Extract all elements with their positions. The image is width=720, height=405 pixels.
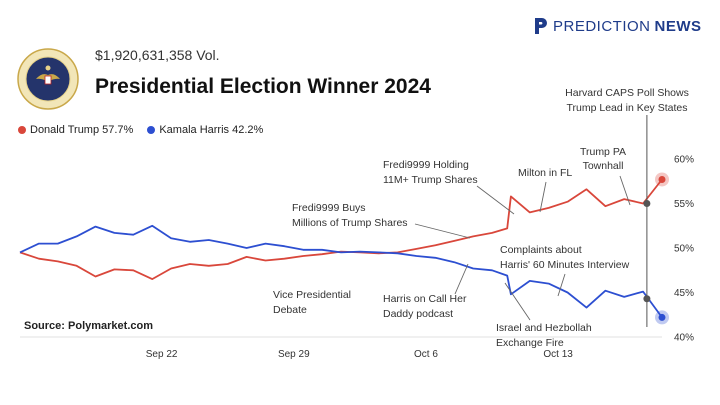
annotation-1-line-1: Townhall bbox=[583, 160, 624, 172]
prediction-news-icon bbox=[535, 18, 547, 34]
chart-title: Presidential Election Winner 2024 bbox=[95, 75, 431, 98]
annotation-leader-2 bbox=[539, 181, 547, 213]
annotation-3-line-0: Fredi9999 Holding bbox=[383, 159, 469, 171]
y-tick-label-1: 45% bbox=[674, 288, 694, 299]
annotation-0-line-0: Harvard CAPS Poll Shows bbox=[565, 87, 689, 99]
annotation-8-line-1: Exchange Fire bbox=[496, 337, 564, 349]
annotation-4-line-0: Fredi9999 Buys bbox=[292, 202, 366, 214]
annotation-leader-8 bbox=[504, 282, 531, 321]
legend-label-harris: Kamala Harris 42.2% bbox=[159, 124, 264, 136]
annotation-leader-3 bbox=[476, 185, 515, 215]
source-credit: Source: Polymarket.com bbox=[24, 320, 153, 332]
marker-dot-trump bbox=[643, 200, 651, 207]
annotation-5: Complaints about Harris' 60 Minutes Inter… bbox=[500, 244, 630, 271]
brand-word-prediction: PREDICTION bbox=[553, 17, 651, 35]
legend-item-trump: Donald Trump 57.7% bbox=[18, 124, 133, 136]
presidential-seal-logo bbox=[17, 48, 79, 110]
annotation-1-line-0: Trump PA bbox=[580, 146, 626, 158]
y-tick-label-4: 60% bbox=[674, 155, 694, 166]
end-point-trump bbox=[658, 175, 666, 183]
end-point-harris bbox=[658, 313, 666, 321]
annotation-leader-5 bbox=[557, 273, 566, 297]
annotation-6-line-0: Vice Presidential bbox=[273, 289, 351, 301]
annotation-4: Fredi9999 Buys Millions of Trump Shares bbox=[292, 202, 408, 229]
annotation-4-line-1: Millions of Trump Shares bbox=[292, 217, 408, 229]
annotation-2-line-0: Milton in FL bbox=[518, 167, 572, 179]
x-axis-ticks: Sep 22 Sep 29 Oct 6 Oct 13 bbox=[146, 349, 574, 360]
prediction-news-logo: PREDICTION NEWS bbox=[533, 16, 702, 36]
event-markers bbox=[643, 115, 651, 327]
marker-dot-harris bbox=[643, 295, 651, 303]
annotation-leader-4 bbox=[414, 223, 471, 239]
y-axis-ticks: 40% 45% 50% 55% 60% bbox=[674, 155, 694, 344]
legend-dot-trump bbox=[18, 126, 26, 134]
y-tick-label-2: 50% bbox=[674, 244, 694, 255]
x-tick-label-2: Oct 6 bbox=[414, 349, 438, 360]
annotation-3-line-1: 11M+ Trump Shares bbox=[383, 174, 478, 186]
series-group bbox=[19, 172, 669, 325]
annotation-2: Milton in FL bbox=[518, 167, 572, 179]
annotation-1: Trump PA Townhall bbox=[580, 146, 626, 172]
brand-word-news: NEWS bbox=[654, 17, 702, 35]
x-tick-label-1: Sep 29 bbox=[278, 349, 310, 360]
annotation-0-line-1: Trump Lead in Key States bbox=[566, 102, 687, 114]
chart-legend: Donald Trump 57.7% Kamala Harris 42.2% bbox=[18, 124, 263, 136]
annotation-7-line-1: Daddy podcast bbox=[383, 308, 453, 320]
annotation-7-line-0: Harris on Call Her bbox=[383, 293, 467, 305]
series-line-harris bbox=[19, 224, 663, 318]
x-tick-label-0: Sep 22 bbox=[146, 349, 178, 360]
legend-dot-harris bbox=[147, 126, 156, 134]
annotation-3: Fredi9999 Holding 11M+ Trump Shares bbox=[383, 159, 478, 186]
annotation-8-line-0: Israel and Hezbollah bbox=[496, 322, 592, 334]
legend-item-harris: Kamala Harris 42.2% bbox=[147, 124, 263, 136]
annotation-leader-1 bbox=[619, 175, 631, 206]
y-tick-label-3: 55% bbox=[674, 199, 694, 210]
x-tick-label-3: Oct 13 bbox=[543, 349, 573, 360]
annotation-8: Israel and Hezbollah Exchange Fire bbox=[496, 322, 592, 349]
annotation-leader-7 bbox=[454, 263, 469, 295]
annotation-7: Harris on Call Her Daddy podcast bbox=[383, 293, 467, 320]
legend-label-trump: Donald Trump 57.7% bbox=[30, 124, 134, 136]
trading-volume: $1,920,631,358 Vol. bbox=[95, 47, 220, 63]
annotation-0: Harvard CAPS Poll Shows Trump Lead in Key… bbox=[565, 87, 689, 114]
annotation-6: Vice Presidential Debate bbox=[273, 289, 351, 316]
annotation-5-line-1: Harris' 60 Minutes Interview bbox=[500, 259, 630, 271]
annotation-5-line-0: Complaints about bbox=[500, 244, 582, 256]
annotations-group: Harvard CAPS Poll Shows Trump Lead in Key… bbox=[273, 87, 689, 349]
annotation-6-line-1: Debate bbox=[273, 304, 307, 316]
y-tick-label-0: 40% bbox=[674, 333, 694, 344]
